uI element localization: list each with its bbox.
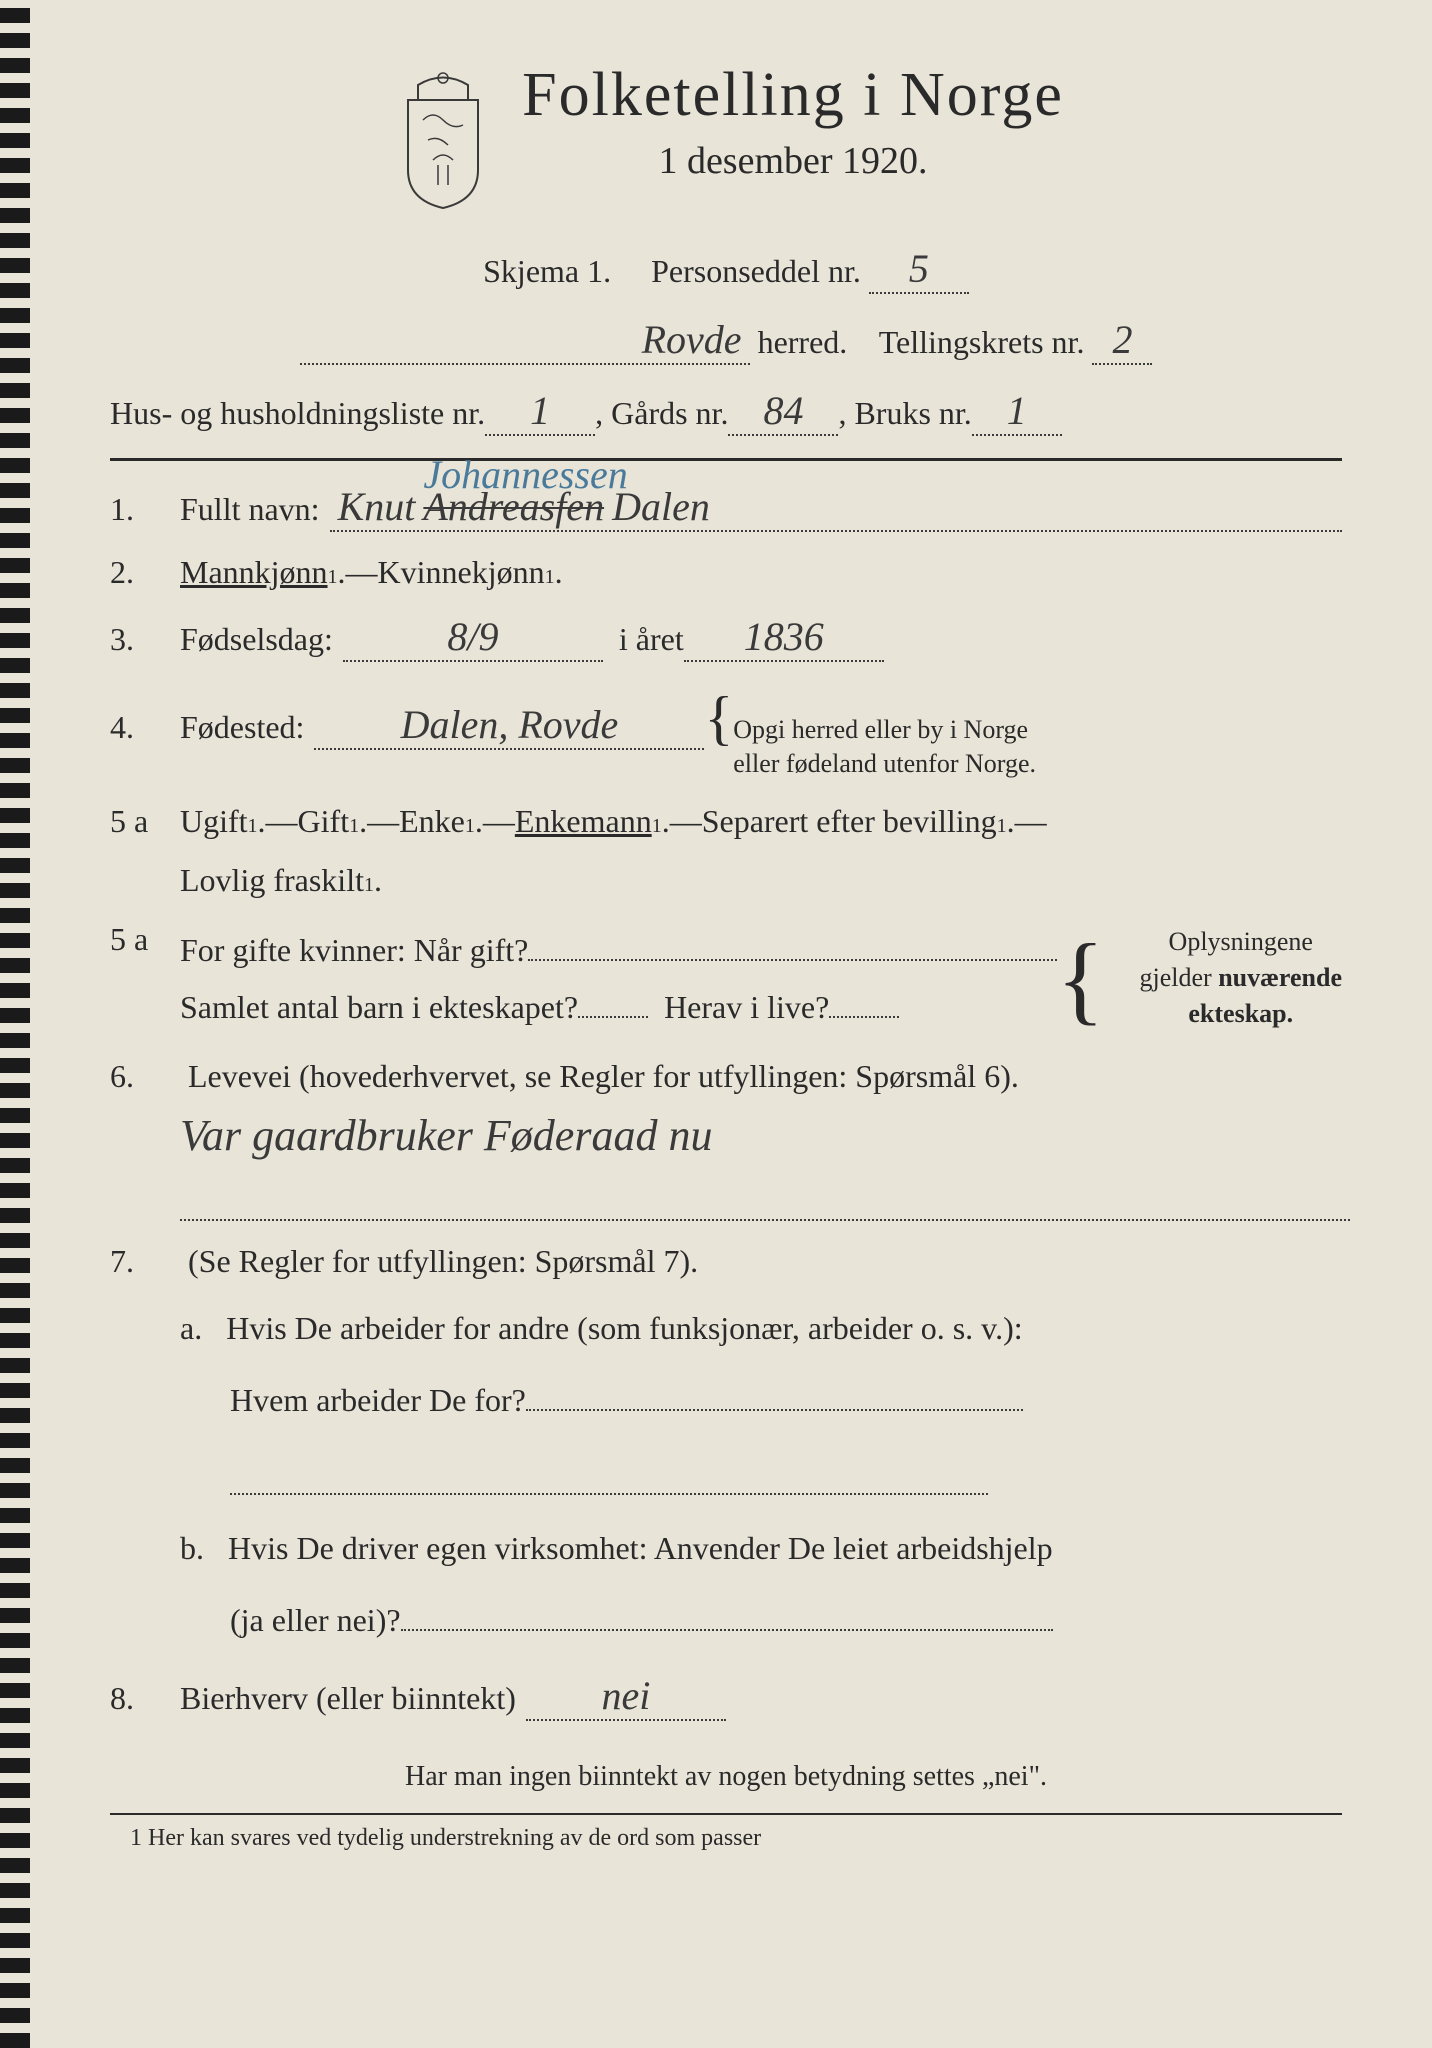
q5a-lovlig: Lovlig fraskilt xyxy=(180,862,364,899)
question-5b: 5 a For gifte kvinner: Når gift? Samlet … xyxy=(110,921,1342,1036)
q5b-note: Oplysningene gjelder nuværende ekteskap. xyxy=(1125,924,1342,1033)
question-6: 6. Levevei (hovederhvervet, se Regler fo… xyxy=(110,1058,1342,1221)
skjema-label: Skjema 1. xyxy=(483,253,611,289)
question-8: 8. Bierhverv (eller biinntekt) nei xyxy=(110,1672,1342,1721)
form-meta-line-2: Rovde herred. Tellingskrets nr. 2 xyxy=(110,316,1342,365)
q4-num: 4. xyxy=(110,709,170,746)
q4-value: Dalen, Rovde xyxy=(314,701,704,750)
q2-sep: — xyxy=(346,554,378,591)
q5b-label3: Herav i live? xyxy=(664,989,829,1026)
question-2: 2. Mannkjønn1. — Kvinnekjønn1. xyxy=(110,554,1342,591)
footer-note: Har man ingen biinntekt av nogen betydni… xyxy=(110,1761,1342,1793)
q5b-label1: For gifte kvinner: Når gift? xyxy=(180,932,528,969)
coat-of-arms-icon xyxy=(388,70,498,215)
q7a-text2: Hvem arbeider De for? xyxy=(230,1372,526,1430)
gards-nr: 84 xyxy=(728,387,838,436)
q8-num: 8. xyxy=(110,1680,170,1717)
divider-bottom xyxy=(110,1813,1342,1815)
q5a-gift: Gift xyxy=(298,803,350,840)
q8-label: Bierhverv (eller biinntekt) xyxy=(180,1680,516,1717)
tellingskrets-label: Tellingskrets nr. xyxy=(879,324,1085,360)
question-4: 4. Fødested: Dalen, Rovde { Opgi herred … xyxy=(110,684,1342,781)
subtitle: 1 desember 1920. xyxy=(522,139,1064,183)
q5a-enke: Enke xyxy=(399,803,465,840)
q4-note-line1: Opgi herred eller by i Norge xyxy=(733,715,1028,744)
q3-label: Fødselsdag: xyxy=(180,621,333,658)
q5b-note-1: Oplysningene xyxy=(1169,927,1313,956)
q5a-separert: Separert efter bevilling xyxy=(702,803,997,840)
form-meta-line-3: Hus- og husholdningsliste nr. 1 , Gårds … xyxy=(110,387,1342,436)
q6-label: Levevei (hovederhvervet, se Regler for u… xyxy=(188,1058,1019,1094)
q8-value: nei xyxy=(526,1672,726,1721)
q5a-ugift: Ugift xyxy=(180,803,248,840)
document-header: Folketelling i Norge 1 desember 1920. xyxy=(110,60,1342,215)
perforated-edge xyxy=(0,0,30,2048)
q3-year-label: i året xyxy=(619,621,684,658)
q2-kvinne: Kvinnekjønn xyxy=(378,554,545,591)
q5a-num: 5 a xyxy=(110,803,170,840)
q7b-label: b. xyxy=(180,1530,204,1566)
footnote: 1 Her kan svares ved tydelig understrekn… xyxy=(130,1825,1342,1852)
q2-mann: Mannkjønn xyxy=(180,554,328,591)
q1-value-correction: Johannessen xyxy=(423,451,627,498)
question-5a-cont: Lovlig fraskilt1. xyxy=(110,862,1342,899)
q7b-text1: Hvis De driver egen virksomhet: Anvender… xyxy=(228,1530,1053,1566)
q5b-num: 5 a xyxy=(110,921,170,958)
tellingskrets-nr: 2 xyxy=(1092,316,1152,365)
q7a-label: a. xyxy=(180,1310,202,1346)
q4-note: Opgi herred eller by i Norge eller fødel… xyxy=(733,713,1036,781)
q5b-label2: Samlet antal barn i ekteskapet? xyxy=(180,989,578,1026)
q1-value-first: Knut xyxy=(338,484,416,529)
q3-year: 1836 xyxy=(684,613,884,662)
question-7: 7. (Se Regler for utfyllingen: Spørsmål … xyxy=(110,1243,1342,1650)
q5b-note-3: ekteskap. xyxy=(1188,999,1293,1028)
question-1: 1. Fullt navn: Knut Andreasfen Johanness… xyxy=(110,483,1342,532)
question-3: 3. Fødselsdag: 8/9 i året 1836 xyxy=(110,613,1342,662)
q7-num: 7. xyxy=(110,1243,170,1280)
personseddel-nr: 5 xyxy=(869,245,969,294)
q3-num: 3. xyxy=(110,621,170,658)
main-title: Folketelling i Norge xyxy=(522,60,1064,131)
q6-num: 6. xyxy=(110,1058,170,1095)
question-5a: 5 a Ugift1. — Gift1. — Enke1. — Enkemann… xyxy=(110,803,1342,840)
herred-value: Rovde xyxy=(300,316,750,365)
q3-day: 8/9 xyxy=(343,613,603,662)
q6-value: Var gaardbruker Føderaad nu xyxy=(180,1111,712,1160)
hus-label: Hus- og husholdningsliste nr. xyxy=(110,395,485,432)
bruks-nr: 1 xyxy=(972,387,1062,436)
personseddel-label: Personseddel nr. xyxy=(651,253,861,289)
hus-nr: 1 xyxy=(485,387,595,436)
q5a-enkemann: Enkemann xyxy=(515,803,652,840)
q5b-note-2: gjelder nuværende xyxy=(1140,963,1342,992)
q7a-text1: Hvis De arbeider for andre (som funksjon… xyxy=(226,1310,1022,1346)
q2-num: 2. xyxy=(110,554,170,591)
form-meta-line-1: Skjema 1. Personseddel nr. 5 xyxy=(110,245,1342,294)
q7-label: (Se Regler for utfyllingen: Spørsmål 7). xyxy=(188,1243,698,1279)
bruks-label: , Bruks nr. xyxy=(838,395,971,432)
herred-label: herred. xyxy=(758,324,848,360)
q1-num: 1. xyxy=(110,491,170,528)
q7b-text2: (ja eller nei)? xyxy=(230,1592,401,1650)
gards-label: , Gårds nr. xyxy=(595,395,728,432)
divider-1 xyxy=(110,458,1342,461)
q4-label: Fødested: xyxy=(180,709,304,746)
q4-note-line2: eller fødeland utenfor Norge. xyxy=(733,749,1036,778)
q1-label: Fullt navn: xyxy=(180,491,320,528)
